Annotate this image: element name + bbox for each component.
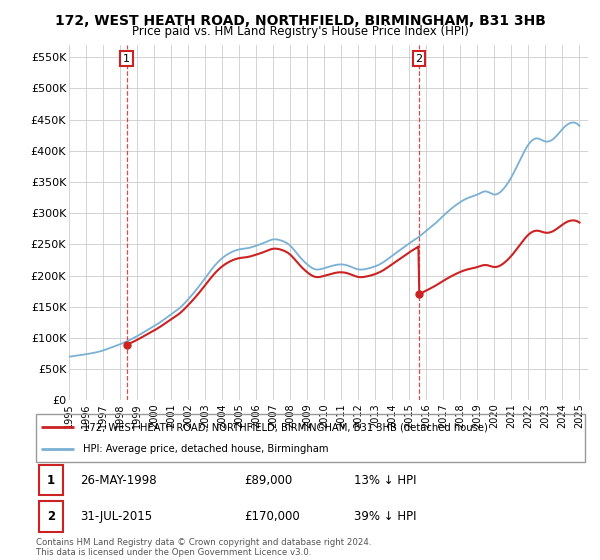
Bar — [39, 465, 64, 496]
Text: 172, WEST HEATH ROAD, NORTHFIELD, BIRMINGHAM, B31 3HB: 172, WEST HEATH ROAD, NORTHFIELD, BIRMIN… — [55, 14, 545, 28]
Text: 2: 2 — [415, 54, 422, 63]
Text: 1: 1 — [47, 474, 55, 487]
Text: 2: 2 — [47, 510, 55, 523]
Bar — [39, 501, 64, 532]
Text: £89,000: £89,000 — [245, 474, 293, 487]
Text: 26-MAY-1998: 26-MAY-1998 — [80, 474, 157, 487]
Text: 13% ↓ HPI: 13% ↓ HPI — [355, 474, 417, 487]
Text: HPI: Average price, detached house, Birmingham: HPI: Average price, detached house, Birm… — [83, 444, 328, 454]
Text: Contains HM Land Registry data © Crown copyright and database right 2024.
This d: Contains HM Land Registry data © Crown c… — [36, 538, 371, 557]
Text: 39% ↓ HPI: 39% ↓ HPI — [355, 510, 417, 523]
Text: 172, WEST HEATH ROAD, NORTHFIELD, BIRMINGHAM, B31 3HB (detached house): 172, WEST HEATH ROAD, NORTHFIELD, BIRMIN… — [83, 422, 488, 432]
Text: £170,000: £170,000 — [245, 510, 301, 523]
Text: 31-JUL-2015: 31-JUL-2015 — [80, 510, 152, 523]
Text: Price paid vs. HM Land Registry's House Price Index (HPI): Price paid vs. HM Land Registry's House … — [131, 25, 469, 38]
Text: 1: 1 — [123, 54, 130, 63]
